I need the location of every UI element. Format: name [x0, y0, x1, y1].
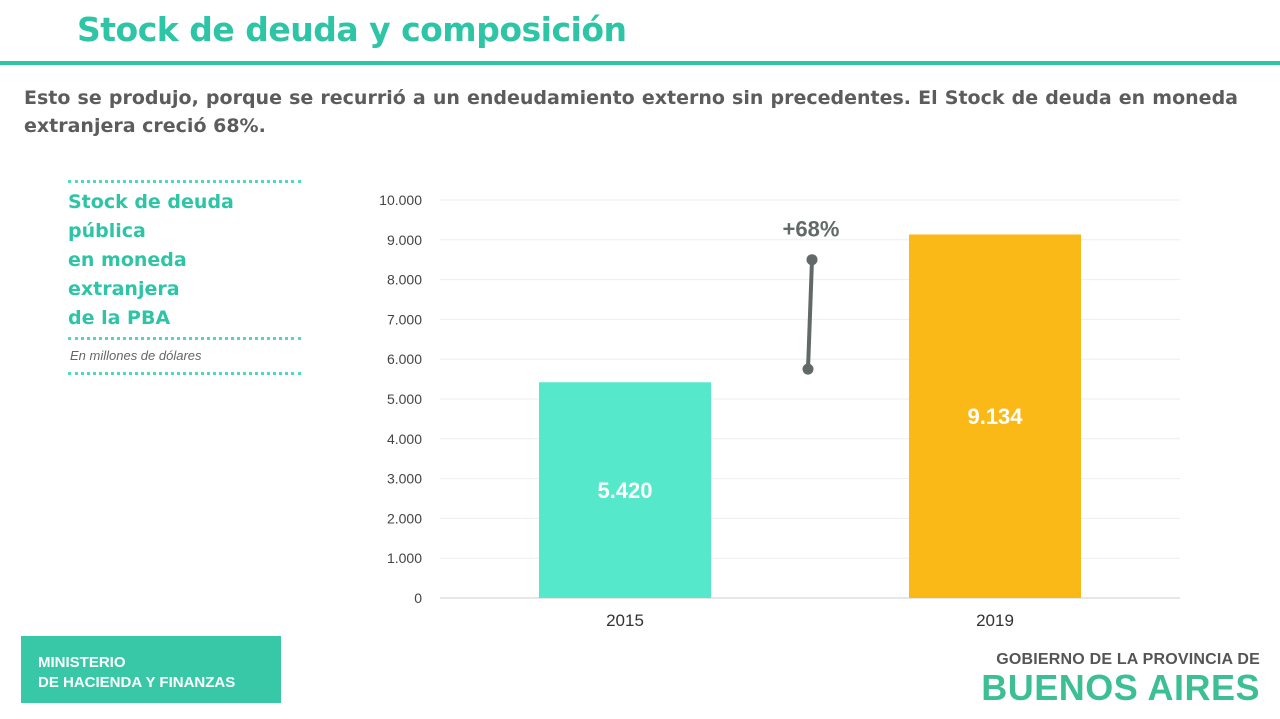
dotted-divider-top [68, 180, 301, 183]
y-tick-label: 7.000 [387, 311, 422, 327]
x-tick-label: 2019 [976, 611, 1014, 630]
growth-connector [806, 259, 814, 370]
bar-2015 [539, 382, 711, 598]
dotted-divider-middle [68, 337, 301, 340]
bar-value-label: 5.420 [597, 478, 652, 503]
ministry-line: MINISTERIO [38, 654, 126, 671]
title-divider [0, 61, 1280, 65]
page-title: Stock de deuda y composición [77, 10, 627, 49]
caption-line: en moneda extranjera [68, 249, 187, 300]
bar-value-label: 9.134 [967, 404, 1023, 429]
growth-label: +68% [783, 217, 840, 242]
y-tick-label: 4.000 [387, 431, 422, 447]
intro-text: Esto se produjo, porque se recurrió a un… [24, 87, 1238, 137]
growth-start-dot [802, 363, 814, 375]
ministry-line: DE HACIENDA Y FINANZAS [38, 674, 236, 691]
y-tick-label: 6.000 [387, 351, 422, 367]
y-tick-label: 3.000 [387, 471, 422, 487]
logo-bottom-line: BUENOS AIRES [981, 667, 1260, 708]
logo-top-line: GOBIERNO DE LA PROVINCIA DE [996, 651, 1260, 668]
caption-line: Stock de deuda pública [68, 191, 234, 242]
y-tick-label: 10.000 [379, 192, 422, 208]
government-logo: GOBIERNO DE LA PROVINCIA DE BUENOS AIRES [981, 651, 1260, 707]
y-tick-label: 8.000 [387, 272, 422, 288]
chart-caption: Stock de deuda pública en moneda extranj… [68, 180, 301, 375]
x-tick-label: 2015 [606, 611, 644, 630]
y-tick-label: 5.000 [387, 391, 422, 407]
dotted-divider-bottom [68, 372, 301, 375]
bar-2019 [909, 234, 1081, 598]
unit-note: En millones de dólares [70, 348, 202, 363]
chart-caption-title: Stock de deuda pública en moneda extranj… [68, 188, 301, 333]
growth-end-dot [806, 254, 818, 266]
ministry-badge: MINISTERIO DE HACIENDA Y FINANZAS [21, 636, 281, 703]
y-tick-label: 0 [414, 590, 422, 606]
y-tick-label: 9.000 [387, 232, 422, 248]
y-tick-label: 1.000 [387, 550, 422, 566]
caption-line: de la PBA [68, 307, 171, 329]
bar-chart: 0 1.000 2.000 3.000 4.000 5.000 6.000 7.000 8.00… [379, 192, 1180, 630]
y-tick-label: 2.000 [387, 510, 422, 526]
